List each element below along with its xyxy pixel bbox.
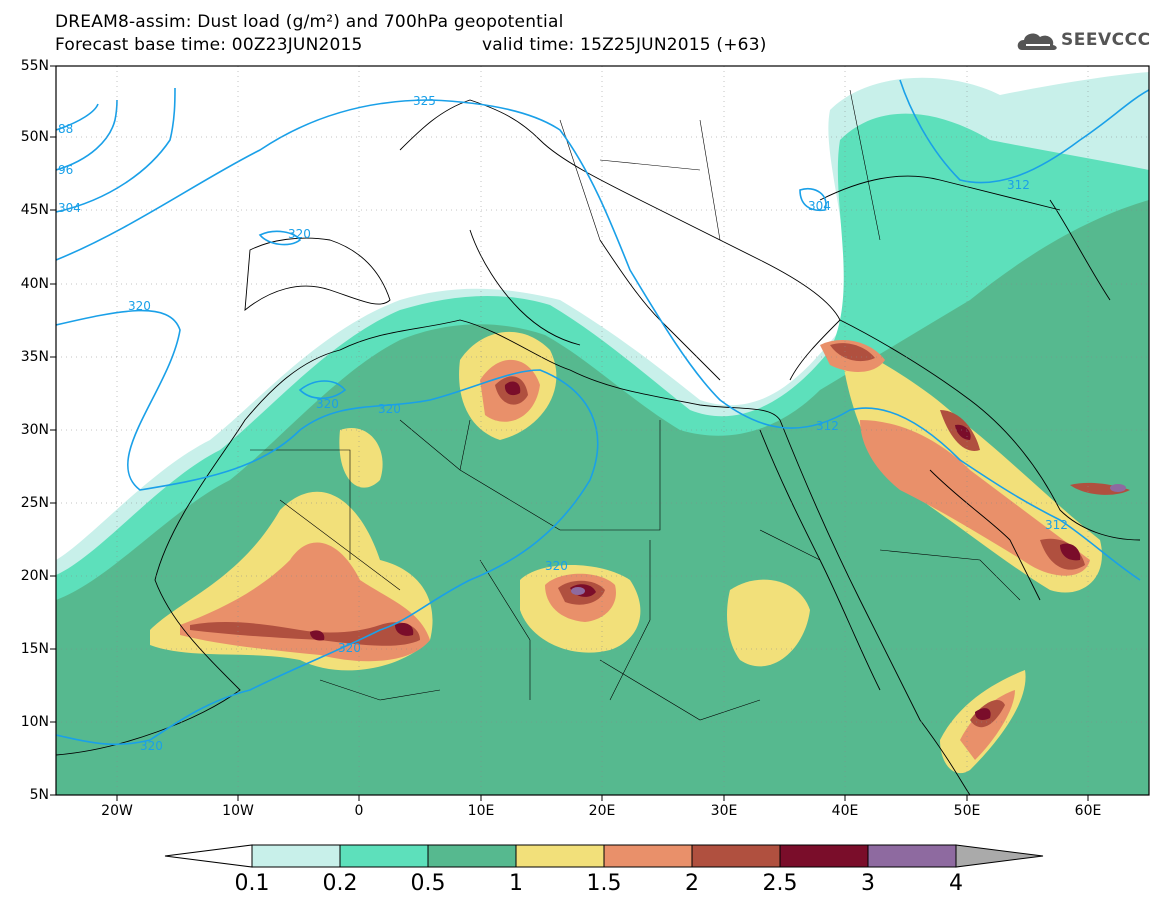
contour-labels: 88 96 304 320 320 320 320 320 320 320 31… [58, 94, 1068, 753]
colorbar-bin [339, 844, 429, 868]
geopotential-contours [56, 79, 1149, 746]
contour-label: 312 [1007, 178, 1030, 192]
lat-label: 50N [20, 129, 49, 145]
lat-label: 30N [20, 422, 49, 438]
graticule [56, 66, 1149, 795]
colorbar-label: 4 [949, 871, 963, 896]
contour-label: 320 [140, 739, 163, 753]
contour-label: 312 [816, 419, 839, 433]
colorbar-over-arrow [955, 844, 1044, 868]
valid-time: valid time: 15Z25JUN2015 (+63) [482, 35, 767, 55]
colorbar-bin [515, 844, 605, 868]
lat-label: 45N [20, 202, 49, 218]
colorbar-bin [691, 844, 781, 868]
colorbar-label: 1.5 [586, 871, 622, 896]
lon-label: 50E [953, 803, 981, 819]
colorbar-bin [251, 844, 341, 868]
map-title: DREAM8-assim: Dust load (g/m²) and 700hP… [55, 12, 564, 32]
lat-label: 55N [20, 58, 49, 74]
seevccc-logo-text: SEEVCCC [1061, 30, 1151, 50]
colorbar-under-arrow [164, 844, 253, 868]
lon-label: 30E [710, 803, 738, 819]
colorbar-label: 0.5 [410, 871, 446, 896]
contour-label: 320 [378, 402, 401, 416]
colorbar-label: 0.1 [234, 871, 270, 896]
colorbar-bin [603, 844, 693, 868]
axis-ticks [50, 65, 1089, 801]
contour-label: 320 [128, 299, 151, 313]
lon-label: 10E [467, 803, 495, 819]
contour-label: 304 [58, 201, 81, 215]
lat-label: 5N [29, 787, 49, 803]
colorbar [164, 844, 1044, 868]
colorbar-label: 2 [685, 871, 699, 896]
lat-label: 35N [20, 349, 49, 365]
colorbar-label: 3 [861, 871, 875, 896]
colorbar-label: 0.2 [322, 871, 358, 896]
lon-label: 0 [354, 803, 364, 819]
contour-label: 320 [316, 397, 339, 411]
seevccc-logo-icon [1017, 33, 1057, 50]
colorbar-bin [427, 844, 517, 868]
contour-label: 320 [545, 559, 568, 573]
forecast-base-time: Forecast base time: 00Z23JUN2015 [55, 35, 363, 55]
contour-label: 88 [58, 122, 73, 136]
contour-label: 304 [808, 199, 831, 213]
lon-label: 60E [1074, 803, 1102, 819]
lon-label: 20W [101, 803, 133, 819]
lat-label: 20N [20, 568, 49, 584]
contour-label: 96 [58, 163, 73, 177]
lon-label: 10W [222, 803, 254, 819]
lat-label: 15N [20, 641, 49, 657]
lat-label: 25N [20, 495, 49, 511]
colorbar-bin [867, 844, 957, 868]
dust-level-3 [571, 484, 1126, 595]
contour-label: 312 [1045, 518, 1068, 532]
colorbar-label: 1 [509, 871, 523, 896]
lon-label: 20E [588, 803, 616, 819]
contour-label: 325 [413, 94, 436, 108]
colorbar-bin [779, 844, 869, 868]
lat-label: 40N [20, 276, 49, 292]
dust-level-2 [190, 343, 1130, 728]
lon-label: 40E [831, 803, 859, 819]
lat-label: 10N [20, 714, 49, 730]
colorbar-label: 2.5 [762, 871, 798, 896]
contour-label: 320 [338, 641, 361, 655]
contour-label: 320 [288, 227, 311, 241]
